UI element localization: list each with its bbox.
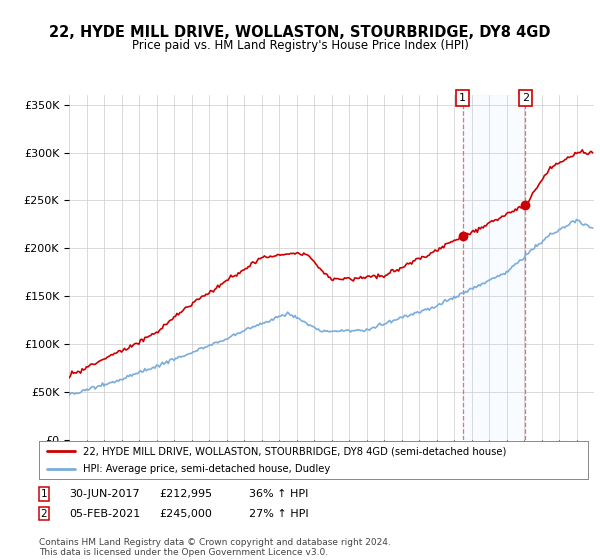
Text: 1: 1 — [459, 93, 466, 103]
Text: £245,000: £245,000 — [159, 508, 212, 519]
Text: 30-JUN-2017: 30-JUN-2017 — [69, 489, 140, 499]
Text: 22, HYDE MILL DRIVE, WOLLASTON, STOURBRIDGE, DY8 4GD: 22, HYDE MILL DRIVE, WOLLASTON, STOURBRI… — [49, 25, 551, 40]
Text: £212,995: £212,995 — [159, 489, 212, 499]
Text: HPI: Average price, semi-detached house, Dudley: HPI: Average price, semi-detached house,… — [83, 464, 330, 474]
Point — [521, 200, 530, 209]
Text: 2: 2 — [40, 508, 47, 519]
Point — [458, 231, 467, 240]
Text: Contains HM Land Registry data © Crown copyright and database right 2024.
This d: Contains HM Land Registry data © Crown c… — [39, 538, 391, 557]
Text: 2: 2 — [522, 93, 529, 103]
Text: 22, HYDE MILL DRIVE, WOLLASTON, STOURBRIDGE, DY8 4GD (semi-detached house): 22, HYDE MILL DRIVE, WOLLASTON, STOURBRI… — [83, 446, 506, 456]
Bar — [463, 95, 526, 440]
Text: Price paid vs. HM Land Registry's House Price Index (HPI): Price paid vs. HM Land Registry's House … — [131, 39, 469, 52]
Text: 27% ↑ HPI: 27% ↑ HPI — [249, 508, 308, 519]
Text: 36% ↑ HPI: 36% ↑ HPI — [249, 489, 308, 499]
Text: 1: 1 — [40, 489, 47, 499]
Text: 05-FEB-2021: 05-FEB-2021 — [69, 508, 140, 519]
